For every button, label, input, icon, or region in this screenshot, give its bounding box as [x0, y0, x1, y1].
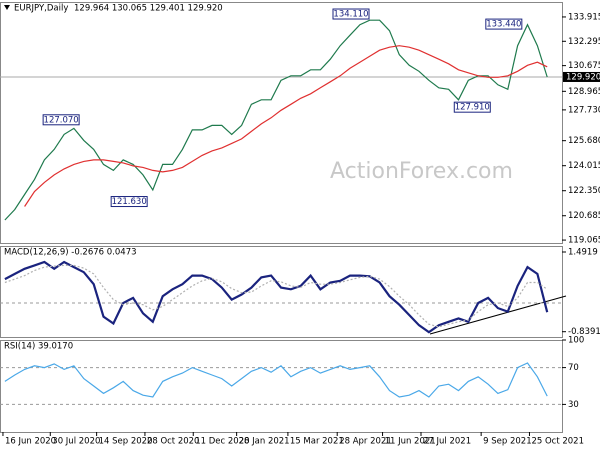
annotation-label: 127.910: [455, 103, 490, 113]
x-tick-label: 15 Mar 2021: [290, 437, 344, 447]
series-line: [24, 45, 548, 207]
y-tick-label: 132.295: [568, 37, 600, 47]
series-line: [4, 264, 548, 328]
series-line: [4, 362, 548, 398]
x-tick-label: 11 Jun 2021: [385, 437, 436, 447]
y-tick-label: 124.015: [568, 161, 600, 171]
trend-line: [429, 295, 567, 335]
x-tick-label: 30 Jul 2020: [52, 437, 100, 447]
watermark: ActionForex.com: [330, 159, 513, 184]
y-tick-label: 128.965: [568, 87, 600, 97]
annotation-label: 134.110: [333, 10, 368, 20]
current-price-box: [563, 71, 600, 82]
rsi-panel: [0, 340, 563, 433]
x-tick-label: 28 Apr 2021: [339, 437, 392, 447]
x-tick-label: 27 Jul 2021: [423, 437, 471, 447]
y-tick-label: 127.730: [568, 105, 600, 115]
ohlc: 129.964 130.065 129.401 129.920: [74, 4, 223, 14]
y-tick-label: 1.4919: [568, 247, 598, 257]
y-tick-label: 133.915: [568, 12, 600, 22]
y-tick-label: 125.680: [568, 136, 600, 146]
annotation-box: [110, 196, 148, 208]
x-tick-label: 25 Oct 2021: [531, 437, 584, 447]
price-panel: [0, 2, 563, 244]
series-line: [4, 19, 548, 221]
x-tick-label: 11 Dec 2020: [195, 437, 249, 447]
indicator-label: RSI(14) 39.0170: [4, 342, 73, 352]
annotation-label: 127.070: [44, 115, 79, 125]
y-tick-label: 120.685: [568, 211, 600, 221]
symbol: EURJPY,Daily: [14, 4, 68, 14]
x-tick-label: 28 Jan 2021: [239, 437, 290, 447]
current-price-label: 129.920: [566, 72, 600, 82]
series-line: [4, 260, 549, 334]
indicator-label: MACD(12,26,9) -0.2676 0.0473: [4, 248, 137, 258]
annotation-box: [332, 8, 370, 20]
annotation-box: [485, 18, 523, 30]
header-icon: [4, 5, 10, 10]
annotation-label: 121.630: [112, 197, 147, 207]
y-tick-label: -0.8391: [568, 327, 600, 337]
annotation-label: 133.440: [486, 20, 521, 30]
x-tick-label: 9 Sep 2021: [483, 437, 531, 447]
y-tick-label: 119.065: [568, 236, 600, 246]
y-tick-label: 30: [568, 400, 579, 410]
y-tick-label: 130.675: [568, 61, 600, 71]
macd-panel: [0, 246, 563, 338]
annotation-box: [453, 101, 491, 113]
x-tick-label: 14 Sep 2020: [99, 437, 153, 447]
x-tick-label: 28 Oct 2020: [147, 437, 200, 447]
y-tick-label: 70: [568, 363, 579, 373]
y-tick-label: 100: [568, 336, 584, 346]
y-tick-label: 122.350: [568, 186, 600, 196]
annotation-box: [42, 114, 80, 126]
x-tick-label: 16 Jun 2020: [5, 437, 56, 447]
